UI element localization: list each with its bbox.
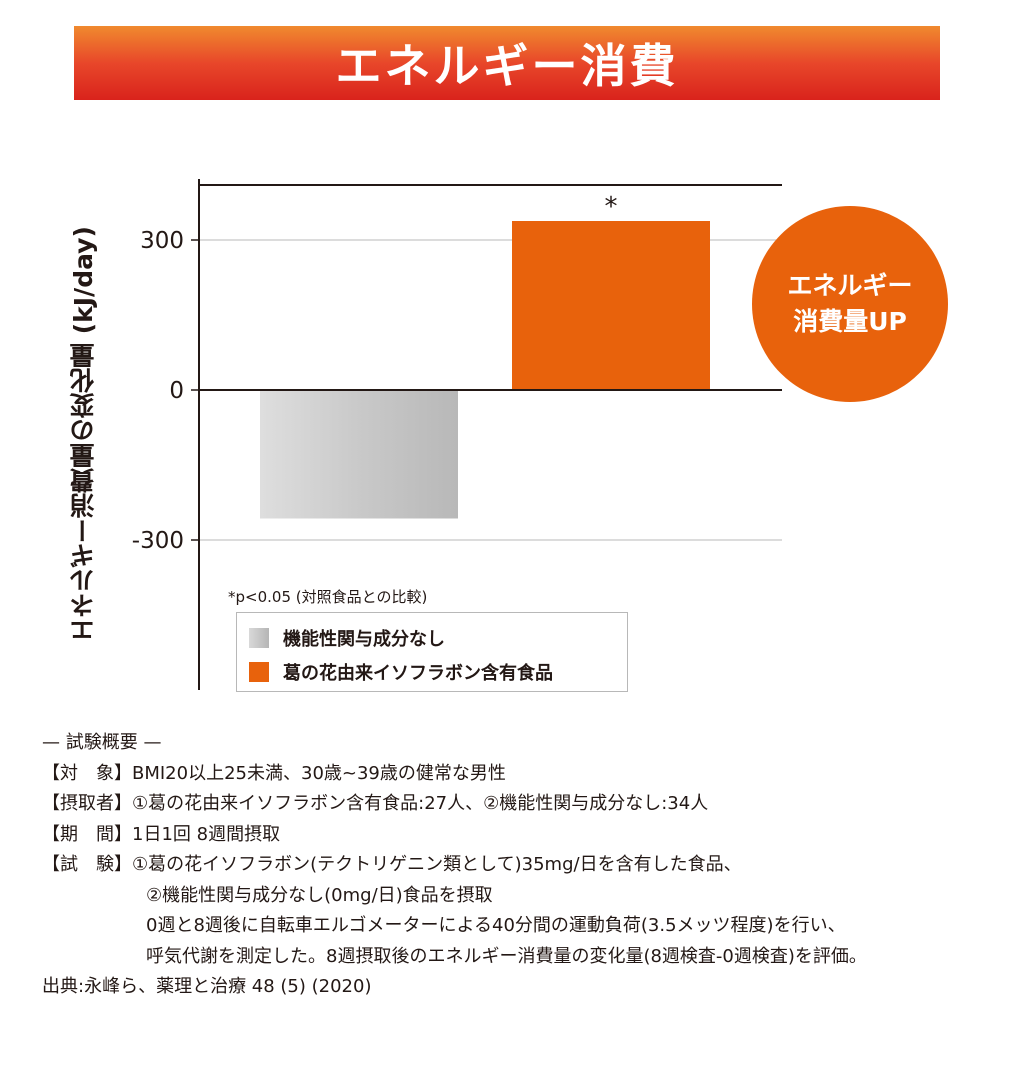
legend-label-control: 機能性関与成分なし — [283, 629, 445, 650]
page-title: エネルギー消費 — [335, 39, 679, 93]
summary-test-3: 0週と8週後に自転車エルゴメーターによる40分間の運動負荷(3.5メッツ程度)を… — [146, 915, 846, 936]
significance-note: *p<0.05 (対照食品との比較) — [228, 588, 428, 606]
summary-heading: — 試験概要 — — [42, 732, 162, 753]
summary-test-1: 【試 験】①葛の花イソフラボン(テクトリゲニン類として)35mg/日を含有した食… — [42, 854, 742, 875]
summary-intake: 【摂取者】①葛の花由来イソフラボン含有食品:27人、②機能性関与成分なし:34人 — [42, 793, 709, 814]
summary-subject: 【対 象】BMI20以上25未満、30歳~39歳の健常な男性 — [42, 762, 506, 784]
y-tick-label: -300 — [132, 528, 184, 554]
badge-line-1: エネルギー — [787, 271, 913, 300]
y-tick-label: 0 — [169, 378, 184, 404]
legend-swatch-isoflavone — [249, 662, 269, 682]
title-banner: エネルギー消費 — [74, 26, 940, 100]
energy-up-badge: エネルギー 消費量UP — [752, 206, 948, 402]
test-summary: — 試験概要 — 【対 象】BMI20以上25未満、30歳~39歳の健常な男性 … — [42, 728, 867, 1003]
summary-period: 【期 間】1日1回 8週間摂取 — [42, 823, 281, 845]
legend-label-isoflavone: 葛の花由来イソフラボン含有食品 — [283, 663, 553, 684]
legend-item-control: 機能性関与成分なし — [249, 625, 445, 651]
summary-source: 出典:永峰ら、薬理と治療 48 (5) (2020) — [42, 976, 372, 997]
y-tick-label: 300 — [140, 228, 184, 254]
summary-test-2: ②機能性関与成分なし(0mg/日)食品を摂取 — [146, 884, 493, 906]
significance-marker: * — [605, 192, 618, 222]
legend-swatch-control — [249, 628, 269, 648]
bar — [260, 390, 458, 519]
summary-test-4: 呼気代謝を測定した。8週摂取後のエネルギー消費量の変化量(8週検査-0週検査)を… — [146, 945, 867, 967]
badge-line-2: 消費量UP — [793, 307, 907, 336]
legend: 機能性関与成分なし 葛の花由来イソフラボン含有食品 — [236, 612, 628, 692]
bar — [512, 221, 710, 390]
legend-item-isoflavone: 葛の花由来イソフラボン含有食品 — [249, 659, 553, 685]
